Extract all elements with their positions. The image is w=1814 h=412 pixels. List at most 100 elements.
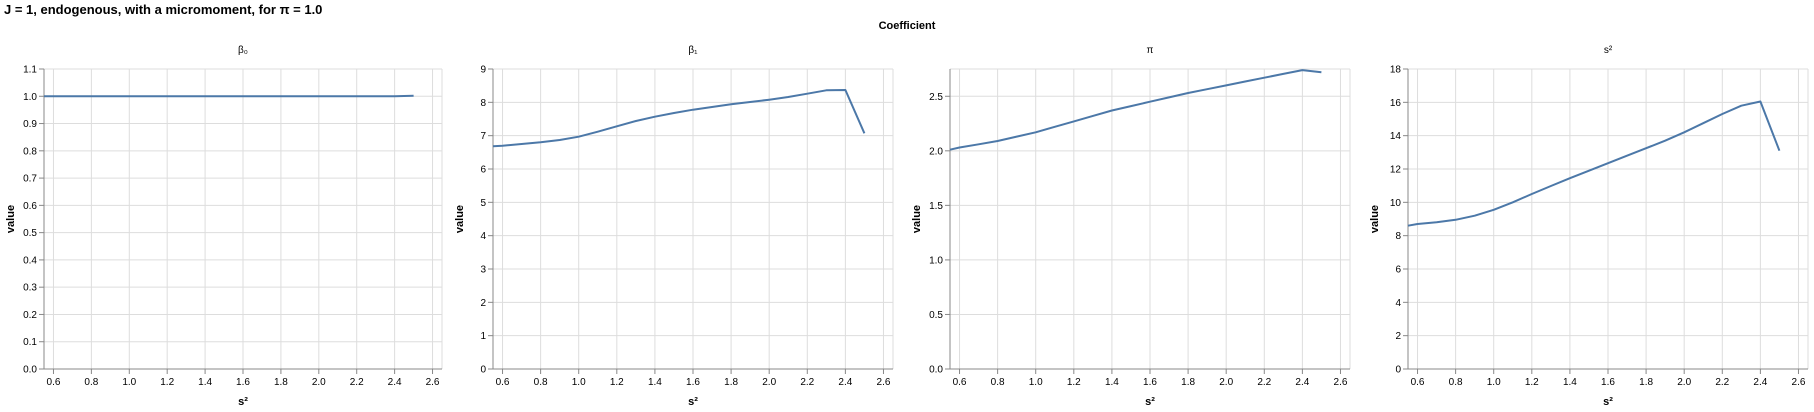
x-tick-label: 1.4 bbox=[648, 377, 662, 388]
x-tick-label: 1.2 bbox=[610, 377, 624, 388]
y-tick-label: 1.1 bbox=[23, 65, 37, 76]
y-tick-label: 0.6 bbox=[23, 201, 37, 212]
y-tick-label: 4 bbox=[1395, 298, 1401, 309]
y-tick-label: 14 bbox=[1390, 131, 1402, 142]
y-tick-label: 0 bbox=[480, 365, 486, 376]
y-axis-title: value bbox=[454, 205, 466, 233]
x-tick-label: 1.0 bbox=[122, 377, 136, 388]
y-tick-label: 12 bbox=[1390, 165, 1402, 176]
panel-1: 0.6 0.8 1.0 1.2 1.4 1.6 1.8 2.0 2.2 2.4 2.6 0.0 0.1 0… bbox=[5, 45, 443, 408]
y-axis-title: value bbox=[911, 205, 923, 233]
x-tick-label: 0.6 bbox=[1411, 377, 1425, 388]
y-tick-label: 1 bbox=[480, 331, 486, 342]
x-tick-label: 2.0 bbox=[1219, 377, 1233, 388]
x-tick-label: 1.2 bbox=[1067, 377, 1081, 388]
x-tick-label: 2.4 bbox=[1295, 377, 1309, 388]
y-tick-label: 3 bbox=[480, 265, 486, 276]
series-line bbox=[949, 69, 1322, 151]
y-tick-label: 0.3 bbox=[23, 283, 37, 294]
series-line bbox=[1407, 100, 1781, 227]
y-tick-label: 8 bbox=[1395, 231, 1401, 242]
y-tick-label: 7 bbox=[480, 131, 486, 142]
y-tick-label: 0.0 bbox=[929, 365, 943, 376]
y-tick-label: 5 bbox=[480, 198, 486, 209]
panel-title: β₁ bbox=[688, 45, 698, 56]
x-tick-label: 2.0 bbox=[1677, 377, 1691, 388]
x-tick-label: 2.2 bbox=[1257, 377, 1271, 388]
x-tick-label: 1.2 bbox=[1525, 377, 1539, 388]
x-tick-label: 1.8 bbox=[1639, 377, 1653, 388]
x-tick-label: 2.6 bbox=[426, 377, 440, 388]
panel-4: 0.6 0.8 1.0 1.2 1.4 1.6 1.8 2.0 2.2 2.4 2.6 0 2 4 6 8 10… bbox=[1369, 45, 1809, 408]
x-axis-title: s² bbox=[688, 396, 698, 408]
y-tick-label: 2 bbox=[480, 298, 486, 309]
x-tick-label: 1.0 bbox=[572, 377, 586, 388]
y-tick-label: 0.5 bbox=[23, 228, 37, 239]
x-tick-label: 2.2 bbox=[350, 377, 364, 388]
y-tick-label: 10 bbox=[1390, 198, 1402, 209]
y-tick-label: 2.0 bbox=[929, 146, 943, 157]
x-tick-label: 2.4 bbox=[838, 377, 852, 388]
x-tick-label: 0.6 bbox=[953, 377, 967, 388]
x-tick-label: 0.8 bbox=[84, 377, 98, 388]
x-tick-label: 1.6 bbox=[686, 377, 700, 388]
y-tick-label: 0.2 bbox=[23, 310, 37, 321]
y-tick-label: 0.1 bbox=[23, 337, 37, 348]
y-tick-label: 8 bbox=[480, 98, 486, 109]
y-axis-title: value bbox=[1369, 205, 1381, 233]
y-tick-label: 0.4 bbox=[23, 255, 37, 266]
y-tick-label: 1.5 bbox=[929, 201, 943, 212]
x-tick-label: 1.8 bbox=[724, 377, 738, 388]
x-tick-label: 0.6 bbox=[496, 377, 510, 388]
x-tick-label: 2.2 bbox=[800, 377, 814, 388]
x-tick-label: 2.0 bbox=[762, 377, 776, 388]
panel-title: π bbox=[1147, 45, 1154, 56]
x-tick-label: 1.8 bbox=[1181, 377, 1195, 388]
x-tick-label: 1.4 bbox=[1105, 377, 1119, 388]
x-tick-label: 0.8 bbox=[991, 377, 1005, 388]
y-tick-label: 1.0 bbox=[23, 92, 37, 103]
x-tick-label: 2.2 bbox=[1715, 377, 1729, 388]
x-axis-title: s² bbox=[1603, 396, 1613, 408]
x-axis-title: s² bbox=[238, 396, 248, 408]
panel-2: 0.6 0.8 1.0 1.2 1.4 1.6 1.8 2.0 2.2 2.4 2.6 0 1 2 3 4 5 6… bbox=[454, 45, 894, 408]
x-tick-label: 2.6 bbox=[1792, 377, 1806, 388]
x-tick-label: 0.8 bbox=[534, 377, 548, 388]
x-tick-label: 0.6 bbox=[47, 377, 61, 388]
y-tick-label: 1.0 bbox=[929, 255, 943, 266]
y-tick-label: 0.0 bbox=[23, 365, 37, 376]
y-tick-label: 16 bbox=[1390, 98, 1402, 109]
x-tick-label: 1.6 bbox=[236, 377, 250, 388]
panel-title: s² bbox=[1604, 45, 1613, 56]
y-tick-label: 0.7 bbox=[23, 174, 37, 185]
x-axis-title: s² bbox=[1145, 396, 1155, 408]
y-tick-label: 0.9 bbox=[23, 119, 37, 130]
x-tick-label: 2.4 bbox=[388, 377, 402, 388]
x-tick-label: 0.8 bbox=[1449, 377, 1463, 388]
y-tick-label: 4 bbox=[480, 231, 486, 242]
x-tick-label: 1.2 bbox=[160, 377, 174, 388]
panel-3: 0.6 0.8 1.0 1.2 1.4 1.6 1.8 2.0 2.2 2.4 2.6 0.0 0.5 1… bbox=[911, 45, 1351, 408]
y-axis-title: value bbox=[5, 205, 17, 233]
series-line bbox=[44, 94, 414, 98]
x-tick-label: 1.0 bbox=[1029, 377, 1043, 388]
y-tick-label: 6 bbox=[480, 165, 486, 176]
y-tick-label: 2 bbox=[1395, 331, 1401, 342]
y-tick-label: 6 bbox=[1395, 265, 1401, 276]
x-tick-label: 2.0 bbox=[312, 377, 326, 388]
x-tick-label: 1.0 bbox=[1487, 377, 1501, 388]
x-tick-label: 2.4 bbox=[1753, 377, 1767, 388]
y-tick-label: 9 bbox=[480, 65, 486, 76]
x-tick-label: 1.8 bbox=[274, 377, 288, 388]
series-line bbox=[492, 89, 866, 148]
y-tick-label: 0 bbox=[1395, 365, 1401, 376]
y-tick-label: 2.5 bbox=[929, 92, 943, 103]
y-tick-label: 0.5 bbox=[929, 310, 943, 321]
chart-title: J = 1, endogenous, with a micromoment, f… bbox=[4, 2, 323, 17]
x-tick-label: 1.6 bbox=[1601, 377, 1615, 388]
y-tick-label: 0.8 bbox=[23, 146, 37, 157]
x-tick-label: 2.6 bbox=[1334, 377, 1348, 388]
x-tick-label: 1.4 bbox=[1563, 377, 1577, 388]
x-tick-label: 2.6 bbox=[877, 377, 891, 388]
